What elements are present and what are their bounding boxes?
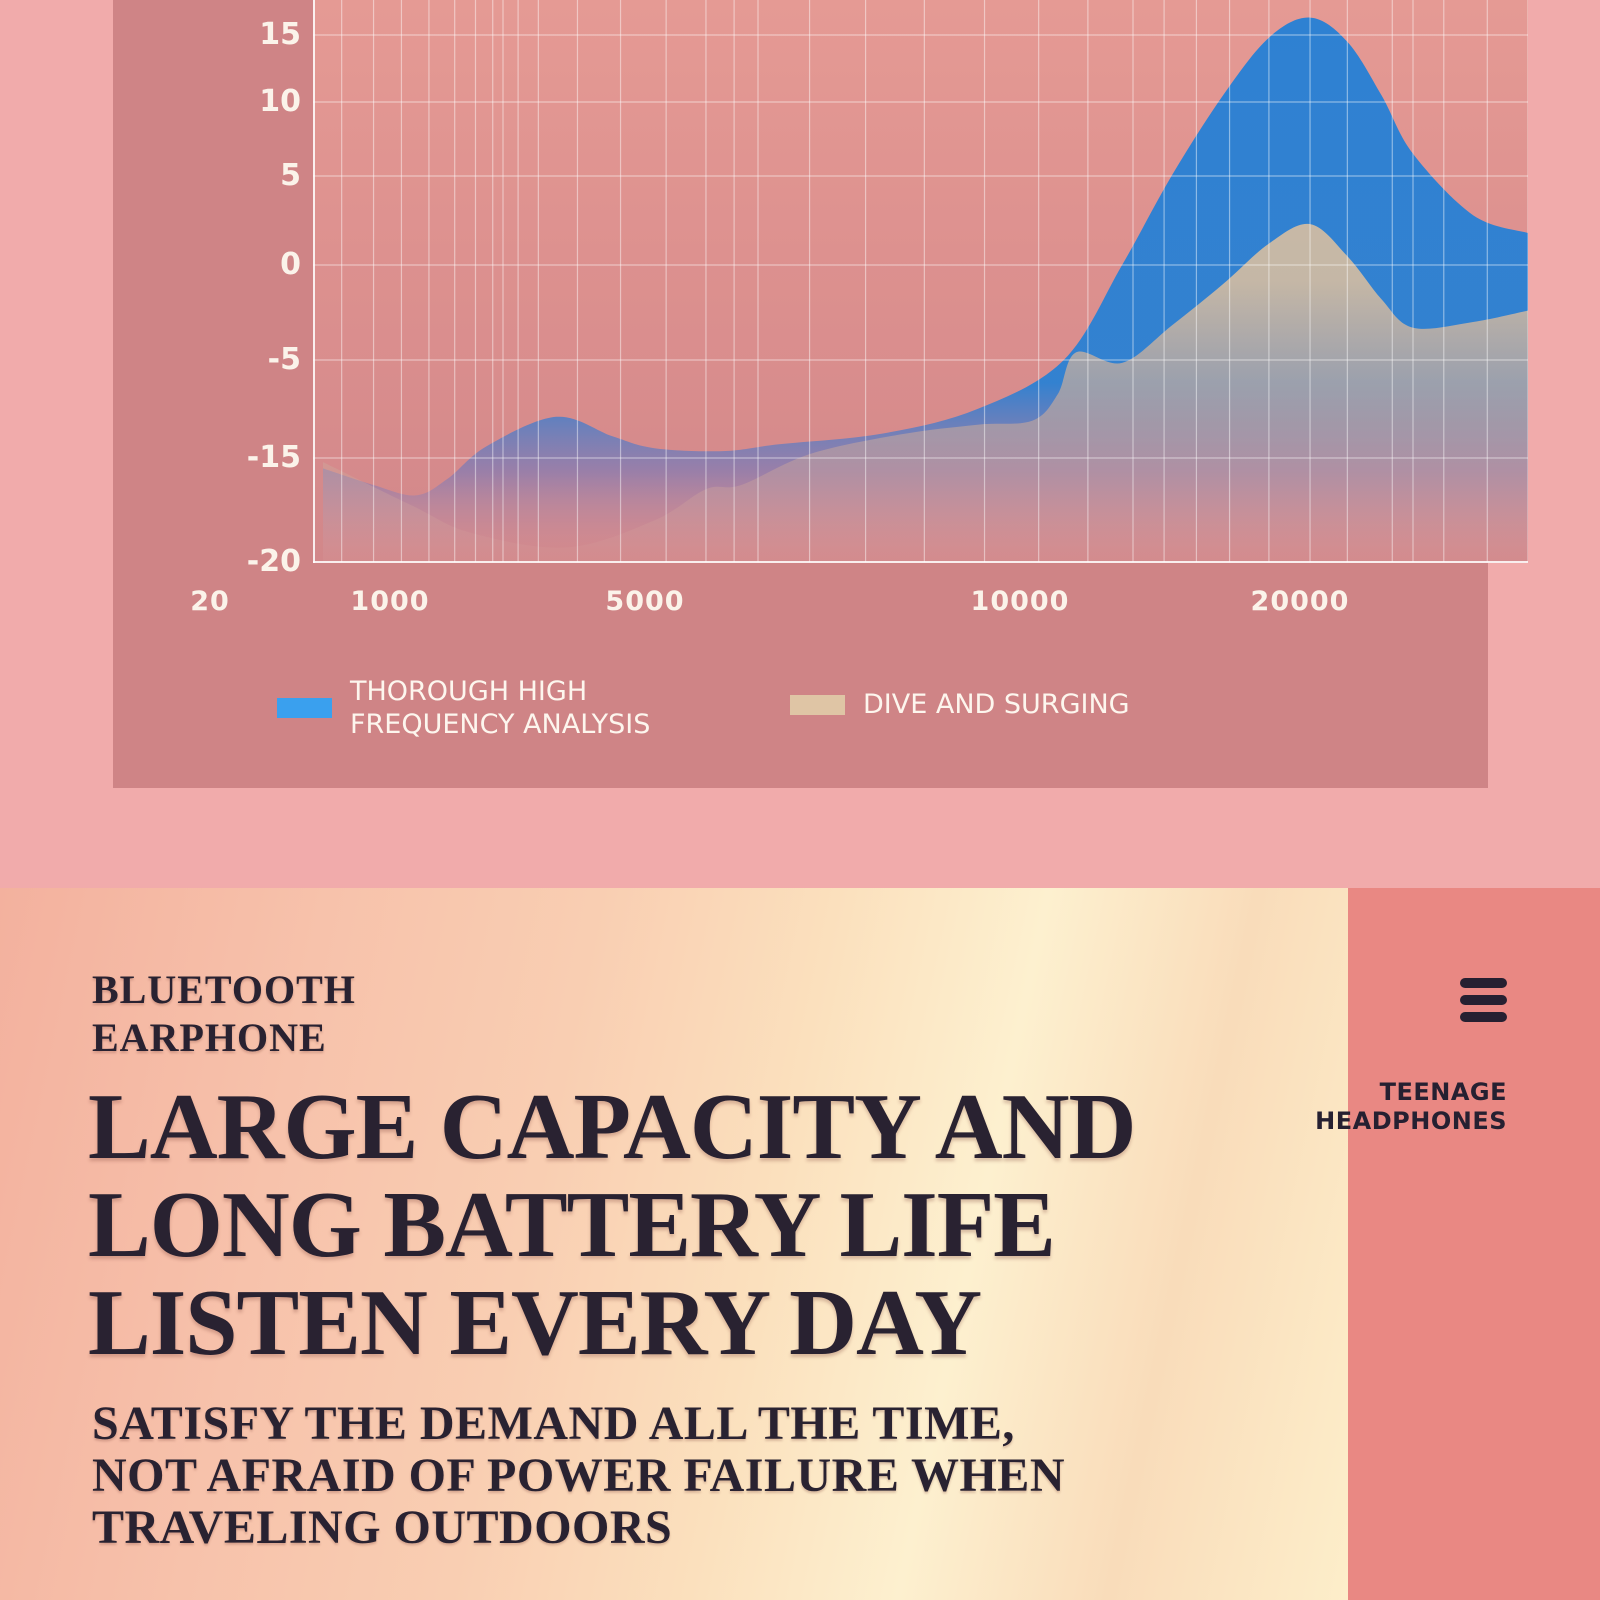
x-tick-label: 20 xyxy=(190,586,230,617)
chart-section: 15 10 5 0 -5 -15 -20 20 1000 5000 10000 20000 THOROU… xyxy=(113,0,1528,788)
headline: LARGE CAPACITY AND LONG BATTERY LIFE LIS… xyxy=(88,1075,1136,1375)
legend-swatch-icon xyxy=(790,694,845,715)
frequency-response-plot xyxy=(313,0,1528,563)
hero-section: BLUETOOTH EARPHONE LARGE CAPACITY AND LO… xyxy=(0,888,1600,1600)
brand-line-2: HEADPHONES xyxy=(1315,1107,1507,1135)
legend-label: DIVE AND SURGING xyxy=(863,689,1130,720)
legend-label: THOROUGH HIGH FREQUENCY ANALYSIS xyxy=(350,676,651,740)
y-tick-label: 10 xyxy=(259,84,301,119)
x-tick-label: 10000 xyxy=(970,586,1070,617)
y-tick-label: -15 xyxy=(246,440,301,475)
subtitle-line-1: SATISFY THE DEMAND ALL THE TIME, xyxy=(92,1397,1015,1450)
hamburger-bar xyxy=(1460,1012,1507,1022)
product-category-label: BLUETOOTH EARPHONE xyxy=(92,966,356,1062)
y-tick-label: 5 xyxy=(280,158,301,193)
y-tick-label: -20 xyxy=(246,544,301,579)
hero-panel: BLUETOOTH EARPHONE LARGE CAPACITY AND LO… xyxy=(0,888,1348,1600)
brand-line-1: TEENAGE xyxy=(1379,1078,1507,1106)
headline-line-2: LONG BATTERY LIFE xyxy=(88,1173,1056,1277)
series-area-tan xyxy=(323,223,1528,563)
subtitle: SATISFY THE DEMAND ALL THE TIME, NOT AFR… xyxy=(92,1398,1065,1554)
area-chart-canvas xyxy=(313,0,1528,563)
y-tick-label: 0 xyxy=(280,247,301,282)
hamburger-bar xyxy=(1460,978,1507,988)
y-tick-label: 15 xyxy=(259,17,301,52)
eyebrow-line-1: BLUETOOTH xyxy=(92,967,356,1012)
subtitle-line-2: NOT AFRAID OF POWER FAILURE WHEN xyxy=(92,1449,1065,1502)
headline-line-1: LARGE CAPACITY AND xyxy=(88,1075,1136,1179)
eyebrow-line-2: EARPHONE xyxy=(92,1015,327,1060)
subtitle-line-3: TRAVELING OUTDOORS xyxy=(92,1501,673,1554)
brand-label: TEENAGE HEADPHONES xyxy=(1315,1078,1507,1136)
hamburger-menu-icon[interactable] xyxy=(1460,978,1507,1022)
x-tick-label: 20000 xyxy=(1250,586,1350,617)
headline-line-3: LISTEN EVERY DAY xyxy=(88,1271,982,1375)
x-tick-label: 1000 xyxy=(350,586,430,617)
x-tick-label: 5000 xyxy=(605,586,685,617)
hamburger-bar xyxy=(1460,995,1507,1005)
legend-item: THOROUGH HIGH FREQUENCY ANALYSIS xyxy=(277,675,750,741)
chart-panel: 15 10 5 0 -5 -15 -20 20 1000 5000 10000 20000 THOROU… xyxy=(113,0,1528,788)
legend-item: DIVE AND SURGING xyxy=(790,688,1130,721)
y-tick-label: -5 xyxy=(267,342,301,377)
legend-swatch-icon xyxy=(277,698,332,718)
sidebar: TEENAGE HEADPHONES xyxy=(1315,888,1600,1600)
